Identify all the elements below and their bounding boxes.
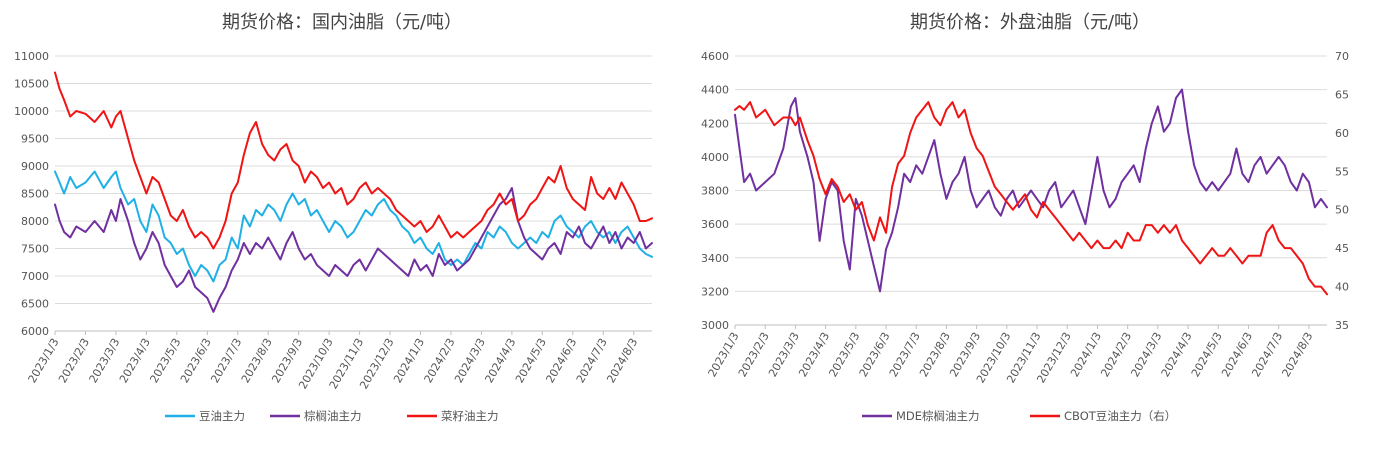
y-tick-label: 8000 bbox=[21, 215, 49, 228]
y-tick-label: 11000 bbox=[14, 50, 49, 63]
y-right-tick-label: 55 bbox=[1335, 165, 1349, 178]
y-tick-label: 4600 bbox=[701, 50, 729, 63]
x-tick-label: 2024/8/3 bbox=[1280, 330, 1316, 379]
y-tick-label: 4000 bbox=[701, 151, 729, 164]
y-tick-label: 10000 bbox=[14, 105, 49, 118]
y-tick-label: 3000 bbox=[701, 319, 729, 332]
legend-label: CBOT豆油主力（右） bbox=[1064, 409, 1176, 423]
y-tick-label: 7000 bbox=[21, 270, 49, 283]
y-right-tick-label: 65 bbox=[1335, 88, 1349, 101]
y-right-tick-label: 45 bbox=[1335, 242, 1349, 255]
legend-label: MDE棕榈油主力 bbox=[896, 409, 980, 423]
y-tick-label: 7500 bbox=[21, 243, 49, 256]
y-tick-label: 4400 bbox=[701, 84, 729, 97]
y-right-tick-label: 40 bbox=[1335, 281, 1349, 294]
y-tick-label: 3800 bbox=[701, 185, 729, 198]
y-tick-label: 9500 bbox=[21, 133, 49, 146]
y-right-tick-label: 35 bbox=[1335, 319, 1349, 332]
y-tick-label: 6000 bbox=[21, 325, 49, 338]
y-tick-label: 8500 bbox=[21, 188, 49, 201]
chart-1: 期货价格：国内油脂（元/吨） 6000 6500 7000 7500 8000 8500 90… bbox=[14, 12, 653, 423]
chart-title: 期货价格：国内油脂（元/吨） bbox=[222, 12, 462, 33]
series-line-3 bbox=[54, 71, 653, 250]
series-line-2 bbox=[734, 101, 1328, 296]
legend-label: 菜籽油主力 bbox=[441, 409, 499, 423]
series-line-1 bbox=[734, 88, 1328, 293]
y-tick-label: 10500 bbox=[14, 78, 49, 91]
legend-label: 豆油主力 bbox=[199, 409, 245, 423]
y-tick-label: 3400 bbox=[701, 252, 729, 265]
series-line-1 bbox=[54, 170, 653, 283]
y-tick-label: 3200 bbox=[701, 285, 729, 298]
y-tick-label: 9000 bbox=[21, 160, 49, 173]
y-tick-label: 3600 bbox=[701, 218, 729, 231]
y-tick-label: 6500 bbox=[21, 298, 49, 311]
chart-title: 期货价格：外盘油脂（元/吨） bbox=[910, 12, 1150, 33]
chart-2: 期货价格：外盘油脂（元/吨） 3000 3200 3400 3600 3800 4000 42… bbox=[701, 12, 1349, 423]
legend-label: 棕榈油主力 bbox=[304, 409, 362, 423]
y-right-tick-label: 50 bbox=[1335, 204, 1349, 217]
series-line-2 bbox=[54, 187, 653, 313]
x-tick-label: 2024/8/3 bbox=[604, 336, 640, 385]
y-right-tick-label: 60 bbox=[1335, 127, 1349, 140]
y-tick-label: 4200 bbox=[701, 117, 729, 130]
y-right-tick-label: 70 bbox=[1335, 50, 1349, 63]
